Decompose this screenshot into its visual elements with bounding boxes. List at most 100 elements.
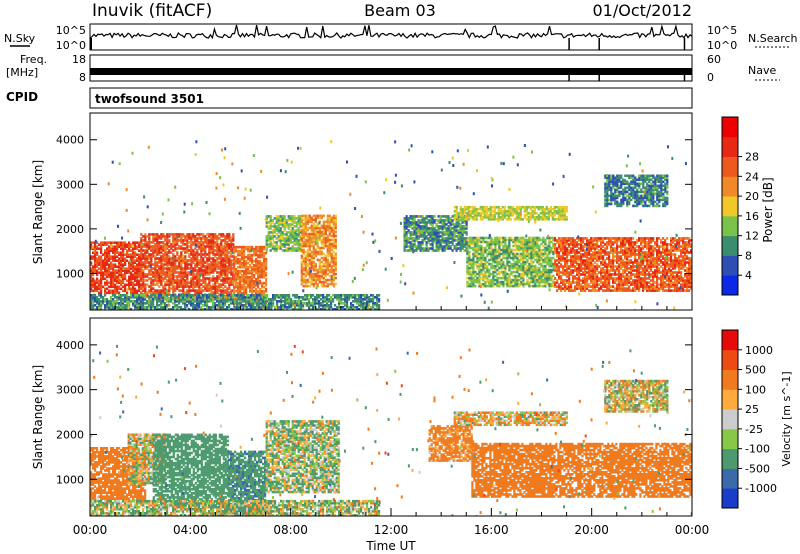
power-cell-region-0 — [108, 291, 111, 295]
power-cell-region-6 — [441, 235, 444, 238]
power-cell-region-0 — [112, 279, 115, 283]
power-cell-region-4 — [320, 246, 323, 250]
power-cell-region-7 — [508, 240, 511, 244]
power-cell-region-5 — [92, 298, 95, 301]
power-cell-region-7 — [476, 256, 479, 260]
power-cell-region-2 — [247, 265, 250, 269]
power-cell-region-1 — [172, 233, 175, 236]
power-cell-region-7 — [526, 274, 529, 278]
power-cell-region-7 — [528, 284, 531, 288]
power-cell-region-3 — [297, 229, 300, 232]
power-cell-region-1 — [202, 263, 205, 266]
power-cell-region-6 — [421, 215, 424, 218]
power-cell-region-7 — [500, 258, 503, 262]
power-cell-region-4 — [308, 216, 311, 220]
power-cell-region-1 — [218, 261, 221, 264]
power-cell-region-5 — [338, 304, 341, 307]
power-cell-region-6 — [441, 219, 444, 222]
power-cell-region-2 — [243, 285, 246, 289]
power-cell-region-1 — [230, 259, 233, 262]
power-cell-region-7 — [486, 254, 489, 258]
power-cell-region-1 — [216, 251, 219, 254]
power-cell-region-0 — [120, 281, 123, 285]
power-cell-region-5 — [260, 302, 263, 305]
power-cell-region-1 — [200, 241, 203, 244]
power-cell-region-5 — [316, 300, 319, 303]
power-cell-region-5 — [378, 294, 381, 297]
power-cell-region-0 — [138, 245, 141, 248]
power-cell-region-6 — [461, 239, 464, 242]
power-cell-region-6 — [463, 225, 466, 228]
power-cell-region-4 — [328, 274, 331, 278]
power-cell-region-5 — [126, 300, 129, 303]
power-cell-region-1 — [152, 271, 155, 274]
power-cell-region-5 — [158, 294, 161, 297]
power-cell-region-1 — [210, 279, 213, 282]
power-cell-region-5 — [126, 306, 129, 309]
power-cell-region-3 — [279, 229, 282, 232]
power-cell-region-2 — [245, 287, 248, 291]
power-cell-region-5 — [216, 304, 219, 307]
power-cell-region-6 — [459, 233, 462, 236]
power-cell-region-6 — [449, 241, 452, 244]
power-cell-region-6 — [453, 225, 456, 228]
power-cell-region-2 — [249, 269, 252, 273]
power-cell-region-7 — [536, 242, 539, 246]
power-cell-region-6 — [461, 247, 464, 250]
power-cell-region-0 — [114, 255, 117, 258]
power-cell-region-5 — [344, 300, 347, 303]
power-cell-region-1 — [178, 297, 181, 300]
power-cell-region-2 — [249, 281, 252, 285]
power-cell-region-7 — [502, 276, 505, 280]
power-cell-region-4 — [312, 222, 315, 226]
power-cell-region-0 — [124, 263, 127, 266]
power-cell-region-5 — [128, 298, 131, 301]
power-cell-region-6 — [451, 239, 454, 242]
power-cell-region-5 — [140, 306, 143, 309]
power-cell-region-5 — [350, 302, 353, 305]
power-cell-region-7 — [512, 284, 515, 288]
power-cell-region-6 — [435, 245, 438, 248]
power-cell-region-6 — [409, 221, 412, 224]
power-cell-region-5 — [90, 298, 93, 301]
power-cell-region-7 — [510, 236, 513, 240]
power-cell-region-1 — [222, 235, 225, 238]
power-cell-region-0 — [120, 283, 123, 287]
power-cell-region-6 — [439, 247, 442, 250]
power-cell-region-7 — [512, 248, 515, 252]
power-cell-region-5 — [198, 302, 201, 305]
power-cell-region-5 — [112, 302, 115, 305]
power-cell-region-1 — [194, 253, 197, 256]
power-cell-region-6 — [457, 217, 460, 220]
power-cell-region-3 — [291, 221, 294, 224]
power-cell-region-5 — [206, 296, 209, 299]
power-cell-region-2 — [263, 267, 266, 271]
power-cell-region-0 — [128, 265, 131, 268]
power-cell-region-4 — [302, 218, 305, 222]
power-cell-region-7 — [470, 276, 473, 280]
power-cell-region-5 — [124, 308, 127, 310]
power-cell-region-1 — [222, 281, 225, 284]
power-cell-region-1 — [152, 239, 155, 242]
power-cell-region-1 — [148, 269, 151, 272]
power-cell-region-1 — [216, 243, 219, 246]
power-cell-region-1 — [210, 251, 213, 254]
power-cell-region-4 — [322, 224, 325, 228]
power-cell-region-5 — [126, 302, 129, 305]
power-cell-region-5 — [98, 306, 101, 309]
power-cell-region-5 — [168, 308, 171, 310]
power-cell-region-6 — [419, 243, 422, 246]
power-cell-region-2 — [255, 257, 258, 261]
power-cell-region-5 — [368, 300, 371, 303]
power-cell-region-4 — [328, 216, 331, 220]
power-cell-region-1 — [222, 247, 225, 250]
power-cell-region-5 — [254, 308, 257, 310]
power-cell-region-7 — [500, 280, 503, 284]
power-cell-region-7 — [498, 272, 501, 276]
power-cell-region-1 — [208, 253, 211, 256]
power-cell-region-7 — [520, 254, 523, 258]
power-cell-region-5 — [336, 306, 339, 309]
power-cell-region-4 — [322, 262, 325, 266]
power-cell-region-6 — [445, 241, 448, 244]
power-cell-region-5 — [176, 304, 179, 307]
